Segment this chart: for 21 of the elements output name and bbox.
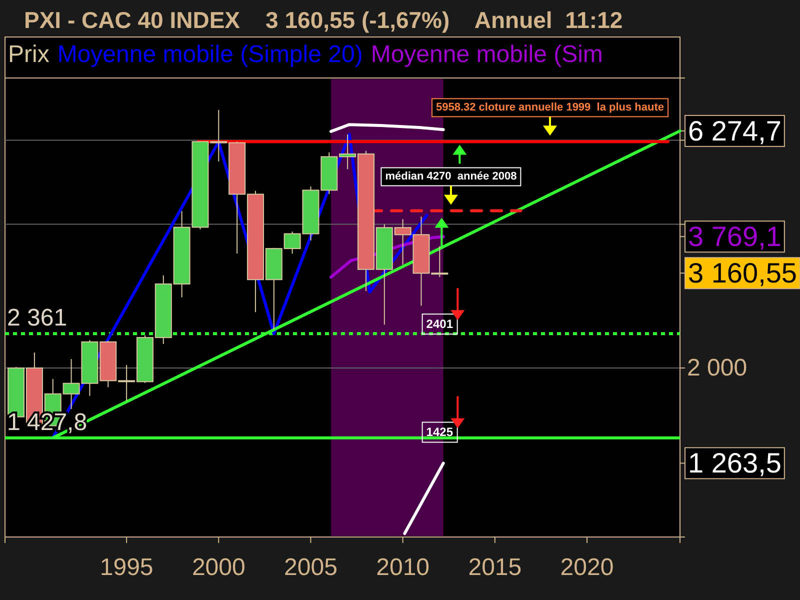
text: Moyenne mobile (Sim [370, 41, 603, 68]
y-tick-label: 3 769,1 [688, 221, 782, 252]
x-tick-label: 2015 [468, 554, 522, 581]
annotation: 1425 [426, 425, 454, 440]
text: Moyenne mobile (Simple 20) [57, 41, 363, 68]
x-tick-label: 2010 [376, 554, 430, 581]
x-tick-label: 2005 [284, 554, 338, 581]
annotation: 5958.32 cloture annuelle 1999 la plus haute [436, 102, 664, 114]
x-tick-label: 1995 [100, 554, 154, 581]
x-tick-label: 2020 [560, 554, 614, 581]
y-tick-label: 6 274,7 [688, 115, 782, 146]
y-tick-label: 2 000 [687, 354, 748, 382]
y-tick-label: 3 160,55 [688, 258, 797, 289]
ref-line-label: 1 427,8 [7, 408, 88, 436]
x-tick-label: 2000 [192, 554, 246, 581]
annotation: médian 4270 année 2008 [385, 170, 517, 183]
annotation: 2401 [426, 317, 454, 332]
ref-line-label: 2 361 [7, 304, 68, 332]
chart-title: PXI - CAC 40 INDEX 3 160,55 (-1,67%) Annuel 11:12 [24, 7, 623, 33]
text: Prix [8, 41, 50, 68]
y-tick-label: 1 263,5 [688, 448, 782, 479]
